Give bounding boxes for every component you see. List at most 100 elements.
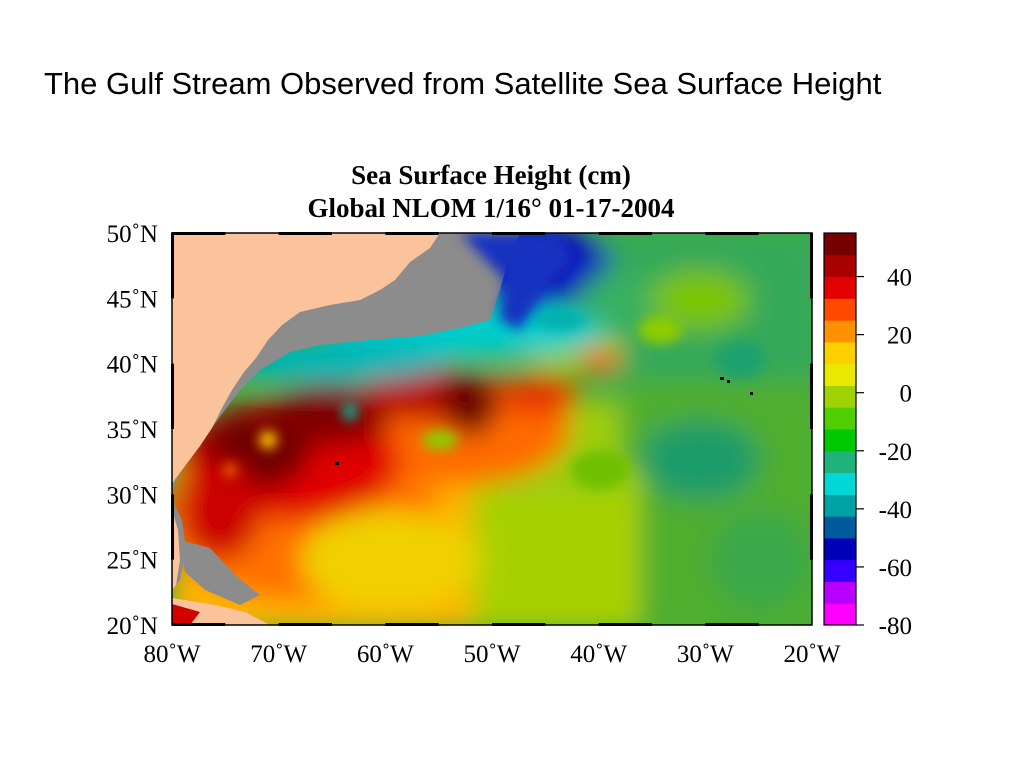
colorbar-band bbox=[824, 603, 856, 611]
colorbar-band bbox=[824, 356, 856, 365]
ssh-map bbox=[172, 233, 812, 625]
frame-tick bbox=[492, 623, 546, 626]
colorbar-band bbox=[824, 552, 856, 561]
colorbar-band bbox=[824, 436, 856, 445]
colorbar-band bbox=[824, 414, 856, 423]
lon-label: 20˚W bbox=[784, 641, 841, 668]
colorbar-band bbox=[824, 588, 856, 597]
frame-tick bbox=[385, 232, 439, 235]
lon-label: 30˚W bbox=[677, 641, 734, 668]
colorbar-band bbox=[824, 298, 856, 307]
ssh-eddies bbox=[224, 310, 765, 490]
colorbar-band bbox=[824, 508, 856, 517]
colorbar-band bbox=[824, 610, 856, 619]
colorbar-band bbox=[824, 363, 856, 372]
colorbar-band bbox=[824, 559, 856, 568]
colorbar-band bbox=[824, 516, 856, 524]
frame-tick bbox=[172, 623, 226, 626]
colorbar-band bbox=[824, 566, 856, 575]
colorbar-band bbox=[824, 523, 856, 532]
colorbar-band bbox=[824, 429, 856, 437]
frame-tick bbox=[598, 623, 652, 626]
slide-title: The Gulf Stream Observed from Satellite … bbox=[44, 66, 882, 101]
frame-tick bbox=[705, 232, 759, 235]
colorbar-band bbox=[824, 392, 856, 401]
colorbar-label: -80 bbox=[879, 613, 912, 640]
frame-tick bbox=[172, 232, 226, 235]
colorbar-band bbox=[824, 305, 856, 314]
lon-label: 60˚W bbox=[357, 641, 414, 668]
lon-label: 40˚W bbox=[570, 641, 627, 668]
colorbar-band bbox=[824, 334, 856, 343]
colorbar-band bbox=[824, 421, 856, 430]
frame-tick bbox=[171, 363, 174, 429]
colorbar-band bbox=[824, 269, 856, 278]
frame-tick bbox=[171, 233, 174, 299]
lon-label: 70˚W bbox=[250, 641, 307, 668]
lat-label: 20˚N bbox=[107, 613, 158, 640]
colorbar-band bbox=[824, 595, 856, 604]
colorbar-band bbox=[824, 458, 856, 466]
colorbar-band bbox=[824, 349, 856, 357]
frame-tick bbox=[598, 232, 652, 235]
land-caribbean bbox=[180, 540, 260, 605]
colorbar-band bbox=[824, 617, 856, 626]
colorbar-band bbox=[824, 291, 856, 299]
colorbar-band bbox=[824, 472, 856, 481]
colorbar-band bbox=[824, 327, 856, 336]
lat-axis-labels: 50˚N 45˚N 40˚N 35˚N 30˚N 25˚N 20˚N bbox=[107, 221, 158, 640]
land-north-america bbox=[172, 233, 440, 484]
colorbar-band bbox=[824, 450, 856, 459]
colorbar-band bbox=[824, 283, 856, 292]
colorbar-band bbox=[824, 487, 856, 495]
colorbar-band bbox=[824, 240, 856, 249]
lat-label: 35˚N bbox=[107, 417, 158, 444]
colorbar-band bbox=[824, 545, 856, 553]
frame-tick bbox=[385, 623, 439, 626]
ssh-color-field bbox=[172, 233, 812, 625]
colorbar-label: -40 bbox=[879, 497, 912, 524]
colorbar-label: -60 bbox=[879, 555, 912, 582]
frame-tick bbox=[810, 494, 813, 560]
lat-label: 25˚N bbox=[107, 548, 158, 575]
colorbar-band bbox=[824, 407, 856, 415]
colorbar-band bbox=[824, 312, 856, 321]
colorbar-label: 20 bbox=[887, 323, 912, 350]
colorbar-band bbox=[824, 254, 856, 263]
lat-label: 40˚N bbox=[107, 352, 158, 379]
colorbar-band bbox=[824, 537, 856, 546]
colorbar-band bbox=[824, 530, 856, 539]
colorbar-band bbox=[824, 276, 856, 285]
map-title: Sea Surface Height (cm) bbox=[351, 160, 631, 190]
frame-tick bbox=[810, 363, 813, 429]
colorbar: 40 20 0 -20 -40 -60 -80 bbox=[823, 232, 913, 640]
colorbar-band bbox=[824, 385, 856, 394]
lon-axis-labels: 80˚W 70˚W 60˚W 50˚W 40˚W 30˚W 20˚W bbox=[144, 641, 841, 668]
colorbar-band bbox=[824, 233, 856, 241]
frame-tick bbox=[171, 494, 174, 560]
colorbar-band bbox=[824, 581, 856, 590]
colorbar-band bbox=[824, 501, 856, 510]
colorbar-label: -20 bbox=[879, 439, 912, 466]
colorbar-band bbox=[824, 574, 856, 582]
colorbar-band bbox=[824, 262, 856, 270]
frame-tick bbox=[278, 623, 332, 626]
frame-tick bbox=[705, 623, 759, 626]
colorbar-band bbox=[824, 370, 856, 379]
lat-label: 50˚N bbox=[107, 221, 158, 248]
colorbar-band bbox=[824, 320, 856, 328]
colorbar-label: 0 bbox=[900, 381, 913, 408]
colorbar-band bbox=[824, 494, 856, 503]
lat-label: 45˚N bbox=[107, 286, 158, 313]
map-frame bbox=[171, 232, 813, 626]
colorbar-band bbox=[824, 399, 856, 408]
colorbar-band bbox=[824, 378, 856, 386]
lon-label: 50˚W bbox=[464, 641, 521, 668]
colorbar-band bbox=[824, 443, 856, 452]
colorbar-band bbox=[824, 247, 856, 256]
frame-tick bbox=[492, 232, 546, 235]
island-specks bbox=[335, 377, 753, 465]
frame-tick bbox=[810, 233, 813, 299]
frame-tick bbox=[278, 232, 332, 235]
